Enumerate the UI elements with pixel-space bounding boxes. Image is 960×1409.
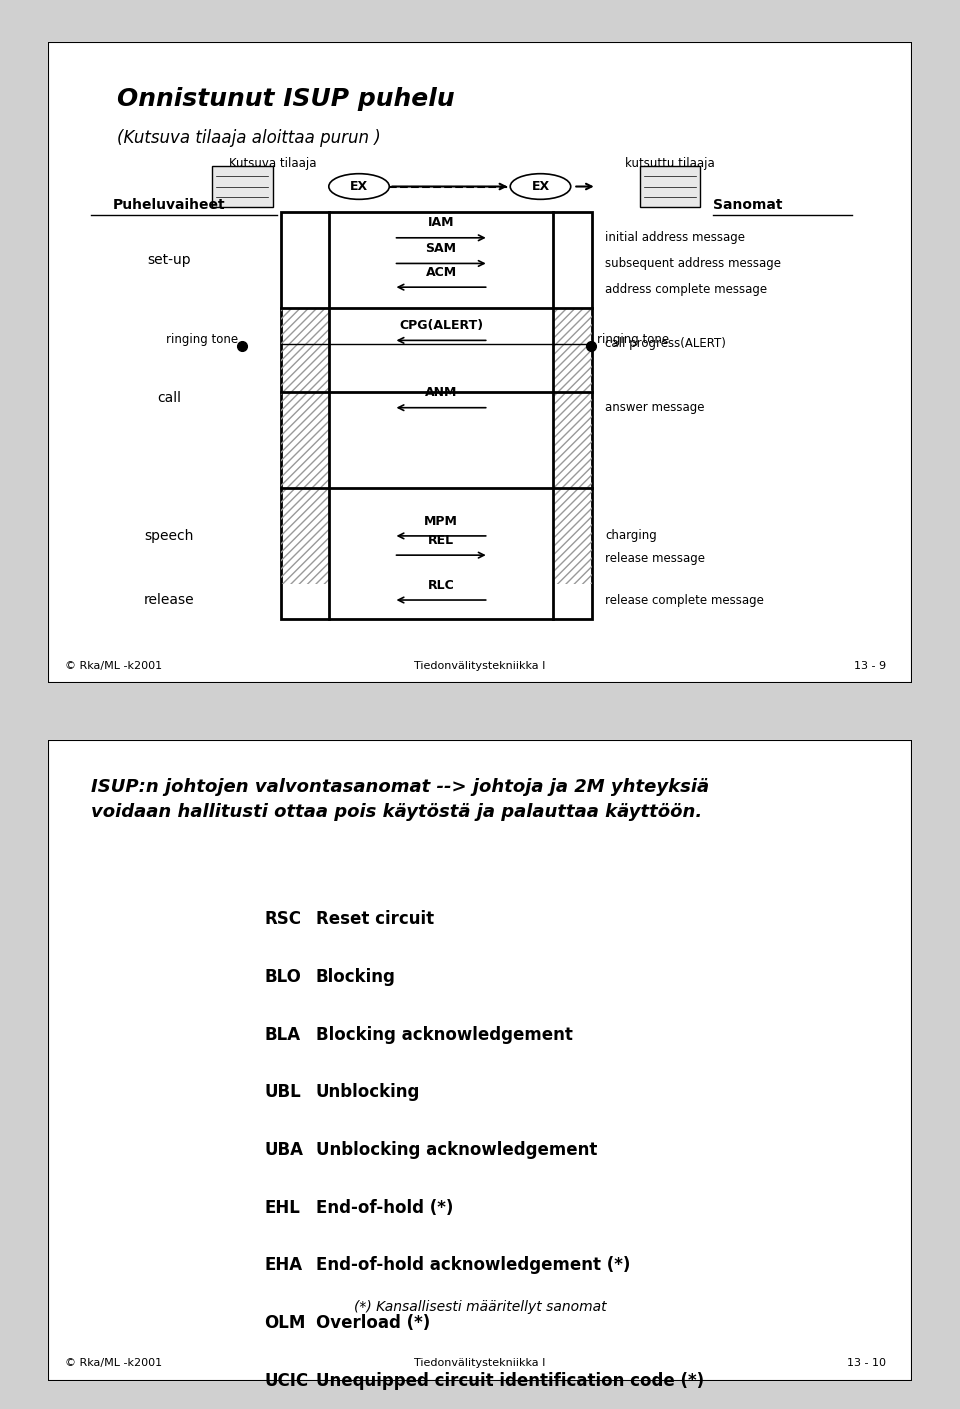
Ellipse shape (328, 173, 390, 199)
Text: Sanomat: Sanomat (713, 199, 782, 213)
Text: Blocking: Blocking (316, 968, 396, 986)
Text: BLA: BLA (264, 1026, 300, 1044)
Text: EX: EX (350, 180, 368, 193)
Text: (*) Kansallisesti määritellyt sanomat: (*) Kansallisesti määritellyt sanomat (353, 1301, 607, 1315)
Text: Kutsuva tilaaja: Kutsuva tilaaja (228, 158, 317, 170)
Text: RSC: RSC (264, 910, 301, 929)
Text: EX: EX (532, 180, 549, 193)
Text: Unblocking: Unblocking (316, 1084, 420, 1102)
Bar (212, 166, 273, 207)
Text: Tiedonvälitystekniikka I: Tiedonvälitystekniikka I (415, 661, 545, 671)
Text: BLO: BLO (264, 968, 300, 986)
Text: UBA: UBA (264, 1141, 303, 1160)
Text: EHA: EHA (264, 1257, 302, 1274)
Text: kutsuttu tilaaja: kutsuttu tilaaja (625, 158, 715, 170)
Text: © Rka/ML -k2001: © Rka/ML -k2001 (65, 1358, 162, 1368)
Text: ISUP:n johtojen valvontasanomat --> johtoja ja 2M yhteyksiä
voidaan hallitusti o: ISUP:n johtojen valvontasanomat --> joht… (91, 778, 709, 821)
Text: 13 - 9: 13 - 9 (854, 661, 886, 671)
Text: OLM: OLM (264, 1315, 305, 1332)
Text: 13 - 10: 13 - 10 (847, 1358, 886, 1368)
Text: UCIC: UCIC (264, 1372, 308, 1389)
Bar (281, 488, 329, 583)
Bar (281, 213, 592, 620)
Text: charging: charging (606, 530, 657, 542)
Text: address complete message: address complete message (606, 283, 767, 296)
Bar (281, 344, 329, 488)
Text: Blocking acknowledgement: Blocking acknowledgement (316, 1026, 573, 1044)
Text: Unequipped circuit identification code (*): Unequipped circuit identification code (… (316, 1372, 704, 1389)
Text: End-of-hold acknowledgement (*): End-of-hold acknowledgement (*) (316, 1257, 630, 1274)
Text: release complete message: release complete message (606, 593, 764, 606)
Bar (553, 344, 592, 488)
Text: Overload (*): Overload (*) (316, 1315, 430, 1332)
Ellipse shape (511, 173, 570, 199)
Text: Onnistunut ISUP puhelu: Onnistunut ISUP puhelu (117, 87, 455, 111)
Text: initial address message: initial address message (606, 231, 745, 244)
Text: UBL: UBL (264, 1084, 300, 1102)
Text: ANM: ANM (425, 386, 457, 399)
Text: © Rka/ML -k2001: © Rka/ML -k2001 (65, 661, 162, 671)
Text: CPG(ALERT): CPG(ALERT) (399, 318, 483, 333)
Text: End-of-hold (*): End-of-hold (*) (316, 1199, 453, 1217)
Text: (Kutsuva tilaaja aloittaa purun ): (Kutsuva tilaaja aloittaa purun ) (117, 128, 381, 147)
Bar (639, 166, 701, 207)
Text: release: release (144, 593, 194, 607)
Text: ACM: ACM (425, 266, 457, 279)
Text: REL: REL (428, 534, 454, 547)
Text: speech: speech (144, 528, 194, 542)
Bar (553, 309, 592, 344)
Text: ringing tone: ringing tone (166, 333, 238, 345)
Text: Tiedonvälitystekniikka I: Tiedonvälitystekniikka I (415, 1358, 545, 1368)
Text: answer message: answer message (606, 402, 705, 414)
Text: MPM: MPM (424, 514, 458, 527)
Text: release message: release message (606, 552, 706, 565)
Text: Reset circuit: Reset circuit (316, 910, 434, 929)
Text: set-up: set-up (147, 254, 191, 268)
Text: IAM: IAM (428, 217, 454, 230)
Text: EHL: EHL (264, 1199, 300, 1217)
Bar (281, 309, 329, 344)
Text: call: call (157, 392, 181, 404)
Text: subsequent address message: subsequent address message (606, 256, 781, 271)
Text: SAM: SAM (425, 242, 457, 255)
Text: Puheluvaiheet: Puheluvaiheet (112, 199, 226, 213)
Text: Unblocking acknowledgement: Unblocking acknowledgement (316, 1141, 597, 1160)
Text: ringing tone: ringing tone (597, 333, 669, 345)
Text: RLC: RLC (428, 579, 454, 592)
Bar (553, 488, 592, 583)
Text: call progress(ALERT): call progress(ALERT) (606, 337, 726, 349)
